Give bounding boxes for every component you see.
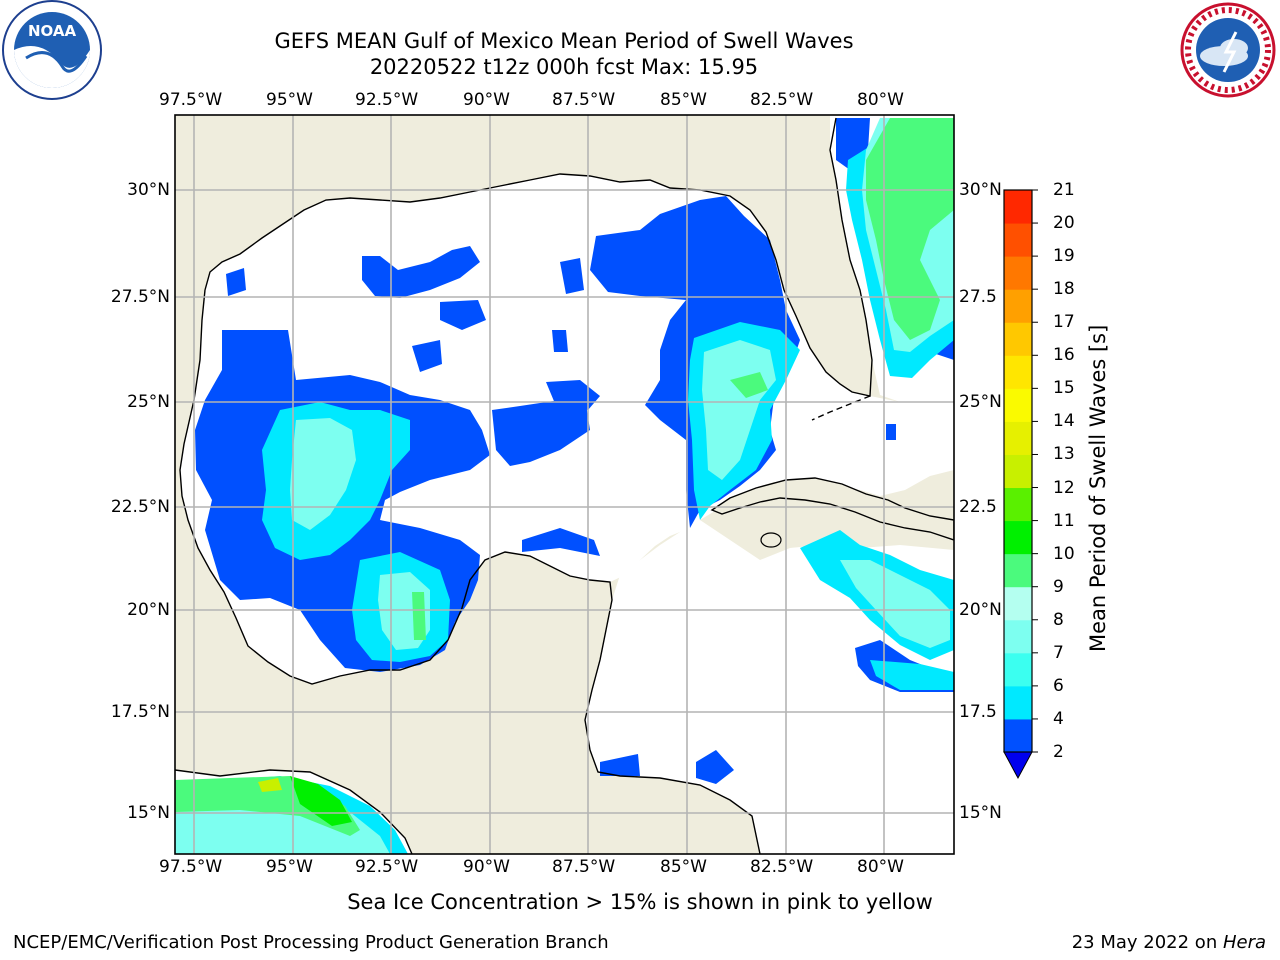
chart-title-line1: GEFS MEAN Gulf of Mexico Mean Period of …: [274, 29, 854, 53]
colorbar-band: [1004, 652, 1032, 687]
lat-label-right: 15°N: [959, 803, 1002, 823]
colorbar-tick-label: 13: [1053, 444, 1075, 465]
colorbar-tick-label: 15: [1053, 378, 1075, 399]
colorbar-band: [1004, 256, 1032, 290]
swell-field: [175, 118, 954, 854]
lon-label-bottom: 97.5°W: [159, 857, 223, 877]
colorbar-tick-label: 19: [1053, 246, 1075, 267]
colorbar-extend-arrow: [1003, 751, 1033, 780]
date-label: 23 May 2022 on: [1071, 932, 1223, 953]
credit-text: NCEP/EMC/Verification Post Processing Pr…: [13, 932, 609, 953]
nws-logo: [1180, 2, 1276, 98]
lat-label-left: 17.5°N: [110, 702, 170, 722]
colorbar-band: [1004, 586, 1032, 621]
colorbar-tick-label: 12: [1053, 477, 1075, 498]
lon-label-top: 90°W: [463, 90, 510, 110]
lon-label-bottom: 95°W: [266, 857, 313, 877]
colorbar-band: [1004, 718, 1032, 753]
map-frame: [174, 114, 955, 855]
colorbar-tick-label: 4: [1053, 708, 1064, 729]
isle-of-youth: [760, 532, 782, 548]
lon-label-top: 80°W: [857, 90, 904, 110]
colorbar-band: [1004, 619, 1032, 654]
colorbar-band: [1004, 289, 1032, 323]
coastline-pacific: [175, 769, 413, 854]
lon-label-top: 95°W: [266, 90, 313, 110]
colorbar-tick-label: 6: [1053, 675, 1064, 696]
lat-label-right: 25°N: [959, 392, 1002, 412]
colorbar-band: [1004, 454, 1032, 489]
lon-label-top: 92.5°W: [355, 90, 419, 110]
lat-label-left: 20°N: [127, 600, 170, 620]
coastline-gulf: [204, 117, 873, 397]
colorbar-tick-label: 17: [1053, 312, 1075, 333]
colorbar-band: [1004, 223, 1032, 257]
chart-title-line2: 20220522 t12z 000h fcst Max: 15.95: [369, 55, 759, 79]
colorbar-tick-label: 16: [1053, 345, 1075, 366]
colorbar-tick-label: 21: [1053, 180, 1075, 200]
colorbar-tick-label: 14: [1053, 411, 1075, 432]
lon-label-bottom: 80°W: [857, 857, 904, 877]
lat-label-right: 30°N: [959, 180, 1002, 200]
colorbar-tick-label: 20: [1053, 213, 1075, 234]
lat-label-left: 25°N: [127, 392, 170, 412]
host-name: Hera: [1222, 932, 1266, 953]
colorbar-band: [1004, 190, 1032, 224]
lon-label-bottom: 82.5°W: [750, 857, 814, 877]
colorbar-tick-label: 7: [1053, 642, 1064, 663]
lon-label-bottom: 87.5°W: [552, 857, 616, 877]
colorbar-band: [1004, 355, 1032, 389]
lon-label-top: 85°W: [660, 90, 707, 110]
noaa-logo: NOAA: [2, 0, 102, 100]
colorbar-band: [1004, 685, 1032, 720]
colorbar-tick-label: 2: [1053, 742, 1064, 762]
lon-label-top: 87.5°W: [552, 90, 616, 110]
lon-label-bottom: 90°W: [463, 857, 510, 877]
colorbar-tick-label: 8: [1053, 609, 1064, 630]
colorbar-label: Mean Period of Swell Waves [s]: [1086, 324, 1110, 652]
lon-label-top: 82.5°W: [750, 90, 814, 110]
colorbar-tick-label: 9: [1053, 576, 1064, 597]
sea-ice-note: Sea Ice Concentration > 15% is shown in …: [347, 890, 933, 914]
colorbar-tick-label: 11: [1053, 510, 1075, 531]
lat-label-left: 22.5°N: [110, 497, 170, 517]
lon-label-top: 97.5°W: [159, 90, 223, 110]
florida-keys: [811, 395, 871, 421]
colorbar-band: [1004, 487, 1032, 522]
lat-label-right: 20°N: [959, 600, 1002, 620]
lon-label-bottom: 85°W: [660, 857, 707, 877]
colorbar: [1003, 189, 1038, 780]
colorbar-frame: [1003, 189, 1033, 753]
date-text: 23 May 2022 on Hera: [1072, 932, 1266, 953]
colorbar-band: [1004, 421, 1032, 455]
coastline-mexico: [179, 289, 761, 854]
lat-label-right: 22.5: [959, 497, 997, 517]
lat-label-right: 17.5: [959, 702, 997, 722]
cuba: [710, 477, 954, 541]
colorbar-band: [1004, 388, 1032, 422]
colorbar-band: [1004, 553, 1032, 588]
colorbar-band: [1004, 520, 1032, 555]
lon-label-bottom: 92.5°W: [355, 857, 419, 877]
colorbar-tick-label: 10: [1053, 543, 1075, 564]
colorbar-tick-label: 18: [1053, 279, 1075, 300]
lat-label-left: 30°N: [127, 180, 170, 200]
lat-label-right: 27.5: [959, 287, 997, 307]
colorbar-band: [1004, 322, 1032, 356]
lat-label-left: 27.5°N: [110, 287, 170, 307]
lat-label-left: 15°N: [127, 803, 170, 823]
noaa-logo-text: NOAA: [28, 22, 77, 40]
graticule: [175, 115, 954, 854]
